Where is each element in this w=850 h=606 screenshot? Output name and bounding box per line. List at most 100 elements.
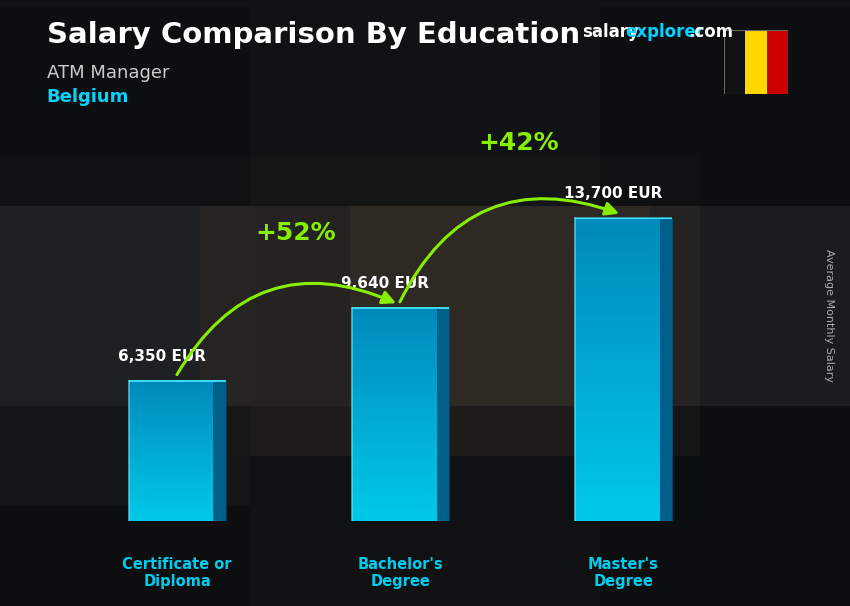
Bar — [745, 30, 767, 94]
Bar — [128, 435, 213, 437]
Bar — [128, 474, 213, 477]
Bar — [352, 500, 437, 504]
Bar — [352, 322, 437, 326]
Bar — [200, 156, 700, 456]
Bar — [352, 468, 437, 471]
Bar — [575, 511, 660, 516]
Bar — [128, 467, 213, 470]
Bar — [128, 430, 213, 432]
Text: 13,700 EUR: 13,700 EUR — [564, 187, 662, 201]
Bar — [128, 470, 213, 472]
Bar — [352, 330, 437, 333]
Bar — [575, 420, 660, 425]
Bar — [350, 206, 650, 406]
Bar — [128, 456, 213, 458]
Bar — [128, 407, 213, 409]
Bar — [575, 239, 660, 244]
Bar — [575, 410, 660, 415]
Bar — [352, 489, 437, 493]
Bar — [352, 454, 437, 458]
Bar — [352, 401, 437, 404]
Bar — [352, 436, 437, 439]
Bar — [128, 481, 213, 484]
Bar — [352, 493, 437, 496]
Bar — [575, 233, 660, 239]
Bar — [352, 485, 437, 489]
Text: Bachelor's
Degree: Bachelor's Degree — [358, 557, 443, 589]
Bar — [352, 479, 437, 482]
Bar — [575, 471, 660, 476]
Bar — [575, 461, 660, 465]
Bar — [575, 299, 660, 304]
Text: Certificate or
Diploma: Certificate or Diploma — [122, 557, 232, 589]
Bar — [352, 319, 437, 322]
Bar — [352, 507, 437, 510]
Bar — [575, 395, 660, 400]
Bar — [352, 461, 437, 464]
Bar — [767, 30, 788, 94]
Bar — [128, 395, 213, 397]
Bar — [575, 486, 660, 491]
Bar — [352, 365, 437, 368]
Text: Salary Comparison By Education: Salary Comparison By Education — [47, 21, 580, 49]
Bar — [352, 382, 437, 386]
Bar — [128, 486, 213, 488]
Bar — [575, 254, 660, 259]
Bar — [128, 514, 213, 516]
Text: +42%: +42% — [479, 132, 559, 155]
Bar — [128, 411, 213, 413]
Bar — [0, 406, 850, 606]
Bar — [352, 386, 437, 390]
Polygon shape — [213, 381, 226, 521]
Bar — [352, 397, 437, 401]
Bar — [575, 269, 660, 274]
Bar — [128, 498, 213, 500]
Bar — [575, 405, 660, 410]
Bar — [575, 450, 660, 456]
Bar — [128, 393, 213, 395]
Bar — [128, 381, 213, 383]
Bar — [128, 451, 213, 453]
Bar — [128, 446, 213, 448]
Bar — [0, 0, 850, 206]
Bar — [352, 482, 437, 485]
Bar — [128, 439, 213, 442]
Bar — [575, 385, 660, 390]
Bar — [600, 406, 850, 606]
Bar — [352, 308, 437, 311]
Text: ATM Manager: ATM Manager — [47, 64, 169, 82]
Bar — [352, 351, 437, 355]
Bar — [128, 465, 213, 467]
Bar — [575, 244, 660, 248]
Bar — [352, 429, 437, 433]
Bar — [352, 514, 437, 518]
Bar — [575, 465, 660, 471]
Bar — [352, 447, 437, 450]
Bar — [575, 289, 660, 294]
Bar — [128, 402, 213, 404]
Bar — [128, 516, 213, 519]
Text: +52%: +52% — [256, 221, 337, 245]
Bar — [575, 501, 660, 506]
Polygon shape — [437, 308, 449, 521]
Bar — [575, 315, 660, 319]
Bar — [128, 399, 213, 402]
Bar — [128, 510, 213, 512]
Bar — [352, 336, 437, 340]
Bar — [128, 409, 213, 411]
Bar — [575, 496, 660, 501]
Bar — [128, 428, 213, 430]
Bar — [128, 491, 213, 493]
Bar — [352, 418, 437, 422]
Bar — [352, 344, 437, 347]
Bar — [575, 274, 660, 279]
Bar — [575, 400, 660, 405]
Bar — [575, 370, 660, 375]
Bar — [128, 502, 213, 505]
Bar — [128, 458, 213, 461]
Bar — [575, 476, 660, 481]
Bar — [128, 388, 213, 390]
Bar — [575, 330, 660, 335]
Bar — [128, 425, 213, 428]
Bar — [128, 488, 213, 491]
